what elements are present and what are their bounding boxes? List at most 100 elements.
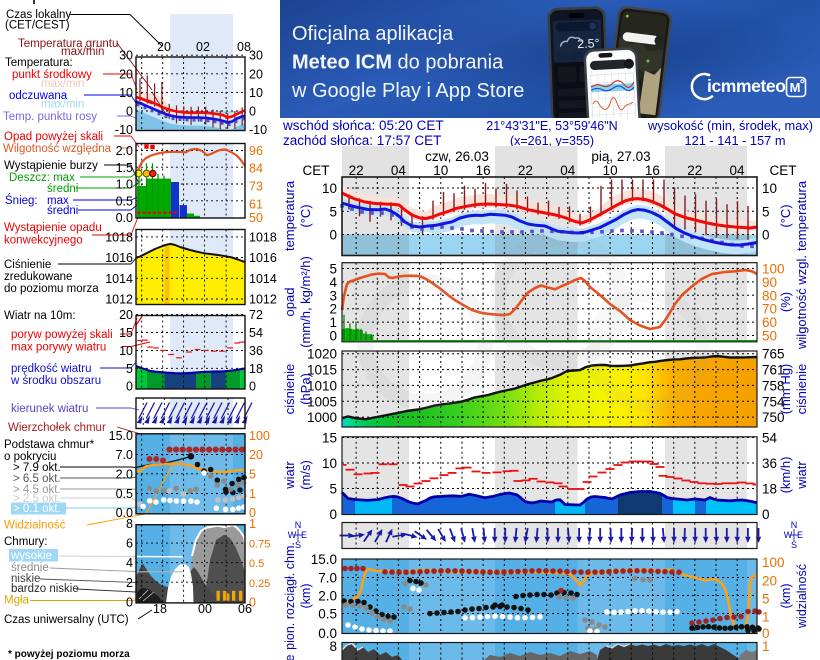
svg-text:kierunek wiatru: kierunek wiatru	[11, 403, 88, 415]
svg-text:0.5: 0.5	[318, 607, 337, 622]
svg-text:16: 16	[476, 163, 491, 178]
svg-text:08: 08	[237, 40, 251, 54]
svg-text:2.0: 2.0	[116, 467, 133, 481]
svg-text:max/min: max/min	[41, 99, 84, 111]
svg-text:0.0: 0.0	[116, 506, 133, 520]
svg-text:6: 6	[126, 537, 133, 551]
svg-text:20: 20	[157, 40, 171, 54]
svg-text:Wystąpienie opadu: Wystąpienie opadu	[4, 222, 102, 234]
svg-text:średni: średni	[47, 205, 78, 217]
svg-text:7.0: 7.0	[116, 448, 133, 462]
svg-text:(%): (%)	[778, 292, 793, 312]
svg-text:8: 8	[126, 517, 133, 531]
svg-text:5: 5	[762, 592, 770, 607]
svg-text:> 7.9 okt.: > 7.9 okt.	[13, 462, 61, 474]
svg-text:0.25: 0.25	[249, 578, 270, 590]
svg-text:(m/s): (m/s)	[298, 460, 313, 490]
svg-text:72: 72	[249, 308, 263, 322]
svg-text:2: 2	[126, 576, 133, 590]
svg-text:N: N	[791, 520, 798, 530]
svg-text:0: 0	[329, 228, 337, 243]
svg-text:2.0: 2.0	[116, 144, 133, 158]
svg-text:22: 22	[518, 163, 533, 178]
svg-text:00: 00	[198, 602, 212, 616]
svg-text:20: 20	[762, 574, 777, 589]
svg-text:Deszcz: max: Deszcz: max	[9, 172, 75, 184]
svg-text:5: 5	[762, 204, 770, 219]
svg-text:84: 84	[249, 162, 263, 176]
svg-text:w Google Play i App Store: w Google Play i App Store	[291, 80, 524, 102]
svg-text:15: 15	[119, 326, 133, 340]
svg-text:poryw powyżej skali: poryw powyżej skali	[11, 329, 113, 341]
svg-text:100: 100	[762, 555, 785, 570]
svg-text:1000: 1000	[307, 410, 337, 425]
svg-text:Wierzchołek chmur: Wierzchołek chmur	[8, 422, 106, 434]
svg-text:1018: 1018	[249, 230, 277, 244]
svg-text:Ciśnienie: Ciśnienie	[4, 259, 51, 271]
svg-text:1: 1	[762, 639, 770, 654]
svg-text:5: 5	[329, 262, 337, 277]
svg-text:8: 8	[329, 639, 337, 654]
svg-text:90: 90	[762, 275, 777, 290]
svg-text:0: 0	[762, 228, 770, 243]
svg-text:1: 1	[329, 315, 337, 330]
svg-text:-10: -10	[115, 123, 133, 137]
svg-text:1012: 1012	[105, 293, 133, 307]
svg-text:96: 96	[249, 144, 263, 158]
svg-text:2.5°: 2.5°	[577, 36, 600, 51]
svg-text:4: 4	[126, 556, 133, 570]
svg-text:758: 758	[762, 378, 785, 393]
svg-text:04: 04	[730, 163, 746, 178]
svg-text:temperatura: temperatura	[794, 180, 809, 251]
svg-text:1.5: 1.5	[116, 161, 133, 175]
svg-text:wiatr: wiatr	[282, 461, 297, 490]
svg-text:Czas lokalny: Czas lokalny	[6, 9, 71, 21]
svg-text:70: 70	[762, 302, 777, 317]
svg-text:bardzo niskie: bardzo niskie	[11, 583, 79, 595]
svg-text:754: 754	[762, 394, 785, 409]
svg-text:1016: 1016	[105, 251, 133, 265]
svg-text:0: 0	[762, 626, 770, 641]
svg-text:S: S	[791, 540, 797, 550]
svg-text:1012: 1012	[249, 293, 277, 307]
svg-text:* powyżej poziomu morza: * powyżej poziomu morza	[8, 649, 130, 660]
svg-text:100: 100	[249, 429, 270, 443]
svg-text:4: 4	[329, 275, 337, 290]
svg-text:W: W	[288, 530, 297, 540]
svg-text:50: 50	[249, 211, 263, 225]
svg-text:0: 0	[249, 506, 256, 520]
svg-text:(hPa): (hPa)	[298, 373, 313, 405]
svg-text:0: 0	[126, 595, 133, 609]
svg-text:(mm Hg): (mm Hg)	[778, 364, 793, 415]
svg-text:Opad powyżej skali: Opad powyżej skali	[4, 131, 103, 143]
svg-text:zachód słońca: 17:57 CET: zachód słońca: 17:57 CET	[283, 133, 441, 148]
svg-text:10: 10	[762, 181, 777, 196]
svg-text:10: 10	[603, 163, 618, 178]
svg-text:Temp. punktu rosy: Temp. punktu rosy	[3, 111, 97, 123]
svg-text:1014: 1014	[249, 272, 277, 286]
svg-text:średni: średni	[47, 183, 78, 195]
svg-text:0.5: 0.5	[116, 487, 133, 501]
svg-text:0: 0	[249, 380, 256, 394]
svg-text:100: 100	[762, 262, 785, 277]
svg-text:Temperatura:: Temperatura:	[5, 57, 73, 69]
svg-text:Temperatura gruntu: Temperatura gruntu	[18, 38, 118, 50]
svg-text:50: 50	[762, 329, 777, 344]
svg-text:54: 54	[249, 326, 263, 340]
svg-text:Wiatr na 10m:: Wiatr na 10m:	[4, 310, 76, 322]
svg-text:zredukowane: zredukowane	[4, 271, 72, 283]
svg-text:18: 18	[153, 602, 167, 616]
svg-text:icmmeteo: icmmeteo	[707, 76, 786, 96]
svg-text:2: 2	[329, 302, 337, 317]
svg-text:Czas uniwersalny (UTC): Czas uniwersalny (UTC)	[4, 614, 129, 626]
svg-text:odczuwana: odczuwana	[9, 90, 68, 102]
svg-text:36: 36	[762, 456, 777, 471]
svg-text:1: 1	[249, 487, 256, 501]
svg-text:1016: 1016	[249, 251, 277, 265]
svg-text:Chmury:: Chmury:	[4, 536, 47, 548]
svg-text:(mm/h, kg/m²/h): (mm/h, kg/m²/h)	[298, 256, 313, 348]
svg-text:niskie: niskie	[11, 573, 40, 585]
svg-text:widzialność: widzialność	[795, 564, 809, 629]
svg-text:10: 10	[322, 456, 337, 471]
svg-text:0: 0	[249, 105, 256, 119]
